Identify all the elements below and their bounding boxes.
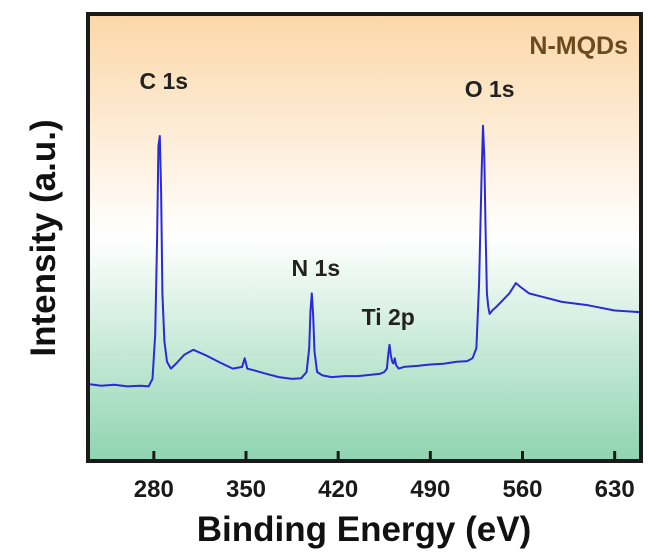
x-tick-label: 490 xyxy=(410,476,450,503)
peak-label-n-1s: N 1s xyxy=(292,255,341,281)
peak-label-ti-2p: Ti 2p xyxy=(362,304,415,330)
x-tick-label: 420 xyxy=(318,476,358,503)
x-axis-title: Binding Energy (eV) xyxy=(197,510,531,549)
plot-frame xyxy=(86,12,643,463)
y-axis-title: Intensity (a.u.) xyxy=(24,119,63,356)
x-axis-ticks: 280 350 420 490 560 630 xyxy=(134,451,635,503)
peak-labels: C 1s N 1s Ti 2p O 1s xyxy=(139,68,514,330)
x-tick-label: 280 xyxy=(134,476,174,503)
peak-label-o-1s: O 1s xyxy=(465,76,515,102)
x-tick-label: 350 xyxy=(226,476,266,503)
x-tick-label: 560 xyxy=(502,476,542,503)
sample-label: N-MQDs xyxy=(529,32,628,60)
x-tick-label: 630 xyxy=(595,476,635,503)
plot-background xyxy=(88,14,641,461)
peak-label-c-1s: C 1s xyxy=(139,68,188,94)
spectrum-line xyxy=(87,124,642,388)
